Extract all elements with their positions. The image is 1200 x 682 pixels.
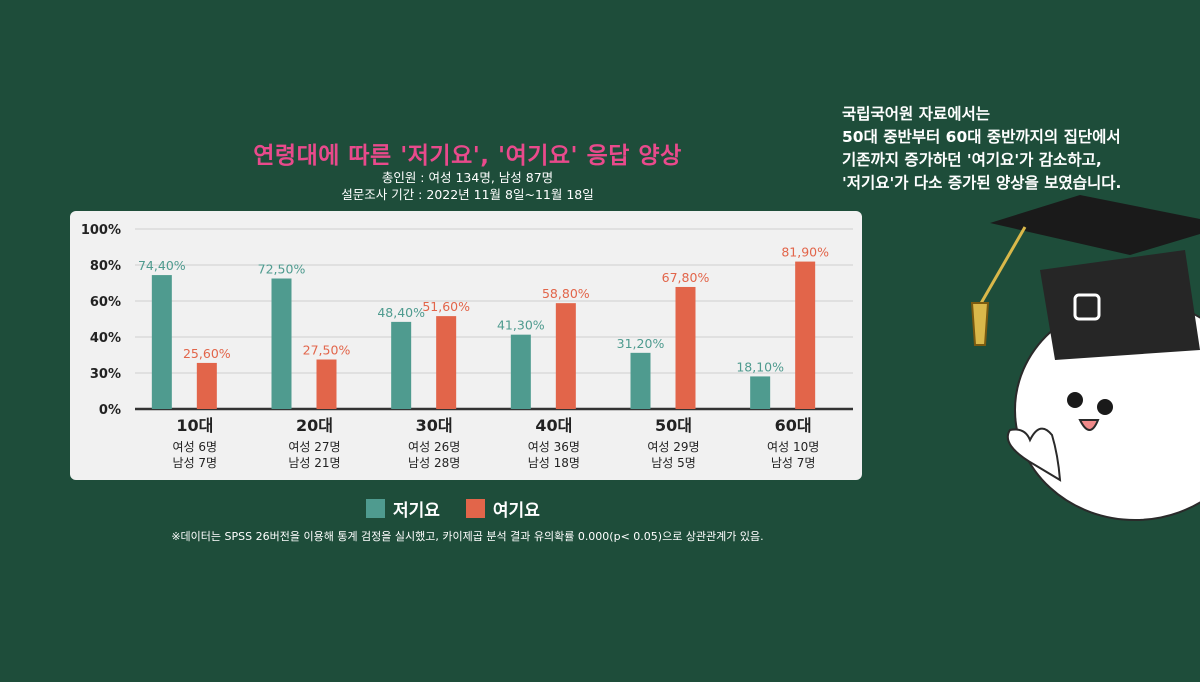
group-count-label: 남성 5명 [651, 456, 696, 470]
tassel-icon [970, 302, 990, 346]
legend-label-jeogiyo: 저기요 [393, 501, 440, 521]
tassel-string-icon [978, 226, 1027, 306]
bar-jeogiyo [630, 352, 651, 409]
y-tick-label: 0% [99, 403, 121, 418]
side-line: 기존까지 증가하던 '여기요'가 감소하고, [842, 151, 1102, 169]
footnote: ※데이터는 SPSS 26버전을 이용해 통계 검정을 실시했고, 카이제곱 분… [171, 530, 764, 543]
y-tick-label: 100% [81, 223, 121, 238]
group-count-label: 남성 28명 [408, 456, 460, 470]
data-label: 41,30% [497, 318, 545, 333]
side-line: '저기요'가 다소 증가된 양상을 보였습니다. [842, 174, 1122, 192]
data-label: 31,20% [617, 336, 665, 351]
legend-item-jeogiyo: 저기요 [366, 496, 440, 521]
legend-label-yeogiyo: 여기요 [492, 501, 540, 521]
group-count-label: 남성 21명 [288, 456, 340, 470]
data-label: 58,80% [542, 286, 590, 301]
respondents-info: 총인원 : 여성 134명, 남성 87명 [381, 170, 554, 185]
group-count-label: 남성 7명 [173, 456, 218, 470]
side-line: 50대 중반부터 60대 중반까지의 집단에서 [842, 128, 1121, 146]
bar-yeogiyo [795, 261, 816, 409]
y-tick-label: 60% [90, 295, 121, 310]
y-tick-label: 30% [90, 367, 121, 382]
x-tick-label: 60대 [775, 416, 812, 435]
bar-jeogiyo [750, 376, 771, 409]
eye-icon [1097, 399, 1113, 415]
bar-yeogiyo [555, 303, 576, 409]
bar-yeogiyo [316, 359, 337, 409]
cap-logo-icon [1073, 293, 1101, 321]
data-label: 48,40% [377, 305, 425, 320]
x-tick-label: 20대 [296, 416, 333, 435]
survey-period: 설문조사 기간 : 2022년 11월 8일~11월 18일 [341, 187, 594, 202]
group-count-label: 여성 10명 [767, 440, 819, 454]
bar-yeogiyo [436, 316, 457, 409]
group-count-label: 여성 6명 [173, 440, 218, 454]
x-tick-label: 10대 [176, 416, 213, 435]
graduation-cap-icon [1040, 250, 1200, 360]
data-label: 74,40% [138, 258, 186, 273]
legend: 저기요 여기요 [366, 496, 540, 521]
eye-icon [1067, 392, 1083, 408]
data-label: 25,60% [183, 346, 231, 361]
group-count-label: 남성 18명 [528, 456, 580, 470]
y-tick-label: 80% [90, 259, 121, 274]
waving-hand-icon [1006, 427, 1062, 482]
chart-title: 연령대에 따른 '저기요', '여기요' 응답 양상 [253, 143, 682, 169]
side-line: 국립국어원 자료에서는 [842, 105, 990, 123]
bar-yeogiyo [196, 362, 217, 409]
legend-item-yeogiyo: 여기요 [465, 496, 540, 521]
data-label: 72,50% [258, 262, 306, 277]
bar-jeogiyo [391, 321, 412, 409]
data-label: 81,90% [781, 245, 829, 260]
group-count-label: 여성 26명 [408, 440, 460, 454]
data-label: 67,80% [662, 270, 710, 285]
data-label: 18,10% [736, 359, 784, 374]
y-tick-label: 40% [90, 331, 121, 346]
bar-yeogiyo [675, 286, 696, 409]
cap-board-icon [990, 195, 1200, 255]
group-count-label: 여성 29명 [647, 440, 699, 454]
bar-jeogiyo [510, 334, 531, 409]
x-tick-label: 50대 [655, 416, 692, 435]
side-description: 국립국어원 자료에서는 50대 중반부터 60대 중반까지의 집단에서 기존까지… [842, 103, 1192, 195]
group-count-label: 남성 7명 [771, 456, 816, 470]
data-label: 27,50% [303, 343, 351, 358]
group-count-label: 여성 27명 [288, 440, 340, 454]
bar-jeogiyo [151, 275, 172, 409]
bar-jeogiyo [271, 278, 292, 409]
group-count-label: 여성 36명 [528, 440, 580, 454]
x-tick-label: 30대 [416, 416, 453, 435]
x-tick-label: 40대 [535, 416, 572, 435]
legend-swatch-yeogiyo [465, 499, 485, 518]
mouth-icon [1078, 419, 1100, 431]
legend-swatch-jeogiyo [366, 499, 385, 518]
mascot-illustration [970, 195, 1200, 521]
data-label: 51,60% [422, 299, 470, 314]
